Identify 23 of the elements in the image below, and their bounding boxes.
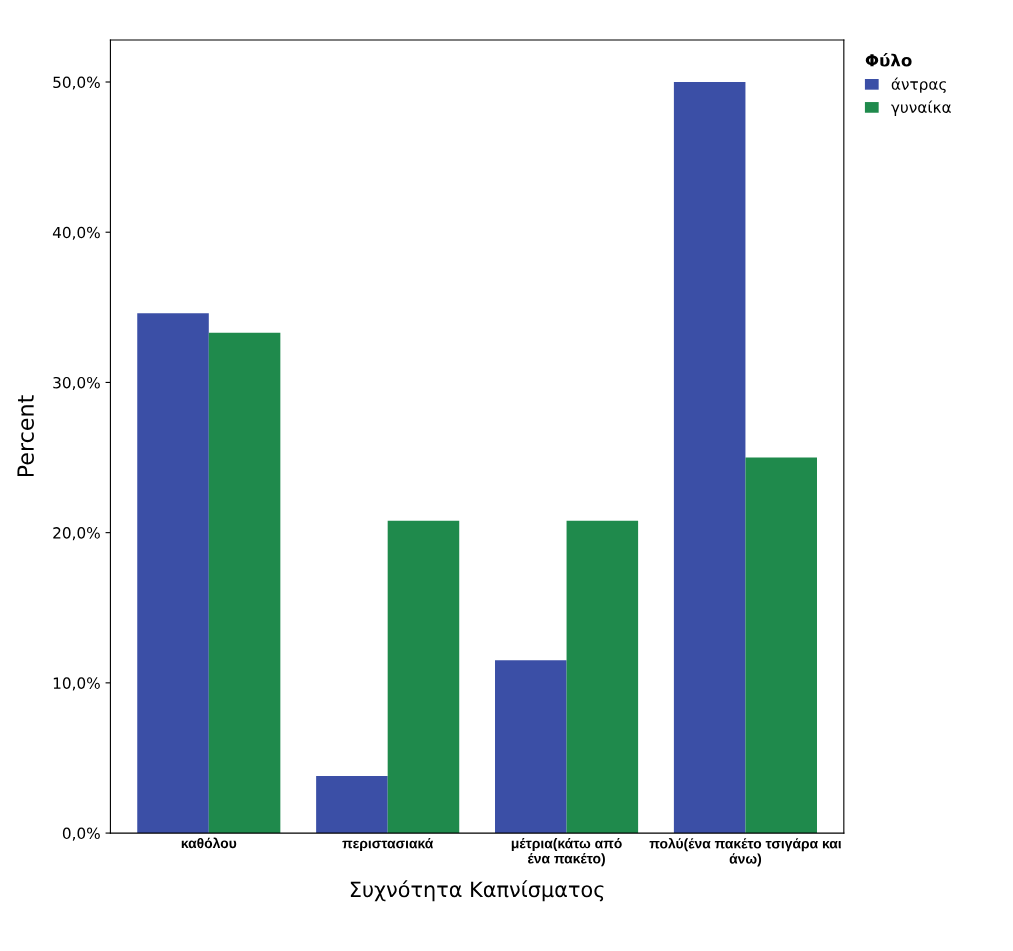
x-axis-title: Συχνότητα Καπνίσματος [350, 880, 604, 902]
bar [495, 660, 567, 834]
legend-title: Φύλο [865, 53, 912, 67]
y-tick-label: 20,0% [53, 527, 100, 541]
bar [208, 332, 281, 834]
y-axis-title: Percent [17, 395, 34, 477]
legend-label: γυναίκα [891, 100, 951, 116]
x-tick-label: καθόλου [181, 837, 237, 849]
y-tick-label: 50,0% [53, 76, 100, 90]
bar [316, 775, 388, 834]
bar [387, 520, 460, 834]
bar [566, 520, 639, 834]
x-tick-label: περιστασιακά [342, 837, 434, 852]
y-tick-label: 30,0% [53, 376, 100, 391]
bar [673, 82, 746, 834]
bar [745, 457, 817, 834]
y-tick-label: 0,0% [62, 827, 100, 841]
y-tick-label: 40,0% [52, 226, 100, 240]
y-tick-label: 10,0% [53, 677, 100, 691]
x-tick-label: μέτρια(κάτω από ένα πακέτο) [511, 837, 622, 867]
x-tick-label: πολύ(ένα πακέτο τσιγάρα και άνω) [649, 837, 842, 867]
bar [137, 313, 209, 834]
legend-label: άντρας [891, 77, 946, 93]
